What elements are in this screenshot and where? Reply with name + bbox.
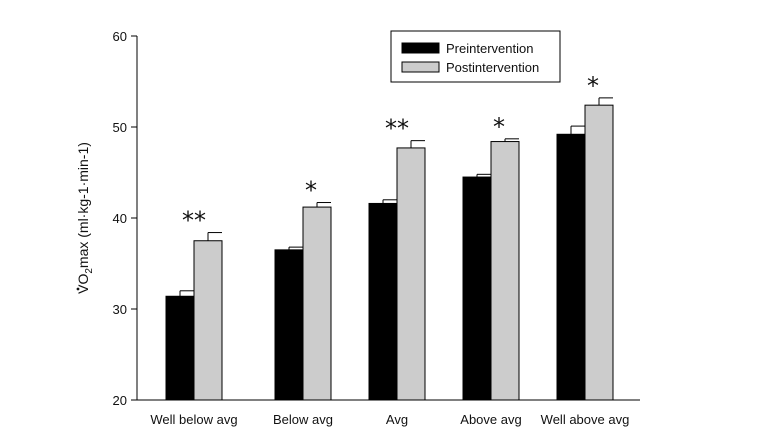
bar-postintervention-2 xyxy=(396,147,426,401)
legend: Preintervention Postintervention xyxy=(390,30,561,83)
significance-marker-2: ** xyxy=(385,115,409,143)
y-tick-label-60: 60 xyxy=(113,29,127,44)
significance-marker-0: ** xyxy=(182,207,206,235)
bar-preintervention-3 xyxy=(462,176,492,401)
significance-marker-3: * xyxy=(493,113,505,141)
error-bar-preintervention-2 xyxy=(382,199,397,204)
bar-preintervention-0 xyxy=(165,295,195,401)
x-tick-label-1: Below avg xyxy=(273,412,333,427)
error-bar-postintervention-2 xyxy=(410,140,425,148)
y-axis-label-dot xyxy=(76,287,80,291)
y-axis-label-rest: max (ml·kg-1·min-1) xyxy=(75,142,91,268)
legend-box xyxy=(390,30,561,83)
y-tick-label-40: 40 xyxy=(113,211,127,226)
bar-postintervention-1 xyxy=(302,206,332,401)
x-tick-label-2: Avg xyxy=(386,412,408,427)
significance-marker-4: * xyxy=(587,72,599,100)
y-tick-label-30: 30 xyxy=(113,302,127,317)
y-axis-label: VO2max (ml·kg-1·min-1) xyxy=(75,142,95,294)
error-bar-preintervention-1 xyxy=(288,246,303,250)
error-bar-preintervention-3 xyxy=(476,173,491,178)
legend-label-preintervention: Preintervention xyxy=(446,41,533,56)
error-bar-postintervention-3 xyxy=(504,138,519,142)
legend-label-postintervention: Postintervention xyxy=(446,60,539,75)
y-tick-label-50: 50 xyxy=(113,120,127,135)
legend-swatch-postintervention xyxy=(401,61,440,73)
error-bar-postintervention-0 xyxy=(207,232,222,241)
error-bar-preintervention-4 xyxy=(570,125,585,135)
y-tick-label-20: 20 xyxy=(113,393,127,408)
legend-swatch-preintervention xyxy=(401,42,440,54)
y-axis-label-o: O xyxy=(75,274,91,285)
bar-preintervention-1 xyxy=(274,249,304,401)
bar-postintervention-0 xyxy=(193,240,223,401)
y-axis-label-sub: 2 xyxy=(84,268,95,274)
x-tick-label-3: Above avg xyxy=(460,412,521,427)
error-bar-preintervention-0 xyxy=(179,290,194,297)
bar-postintervention-3 xyxy=(490,141,520,401)
y-axis-label-v: V xyxy=(75,284,91,294)
significance-marker-1: * xyxy=(305,177,317,205)
error-bar-postintervention-4 xyxy=(598,97,613,106)
x-tick-label-0: Well below avg xyxy=(150,412,237,427)
error-bar-postintervention-1 xyxy=(316,202,331,208)
bar-preintervention-4 xyxy=(556,133,586,401)
bar-postintervention-4 xyxy=(584,104,614,401)
bar-preintervention-2 xyxy=(368,202,398,401)
x-tick-label-4: Well above avg xyxy=(541,412,630,427)
